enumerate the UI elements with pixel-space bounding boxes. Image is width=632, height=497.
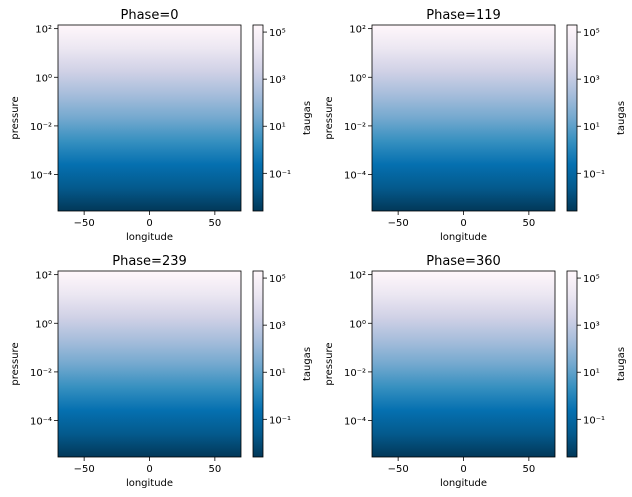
colorbar (253, 25, 263, 211)
colorbar-tick-label: 10⁵ (269, 28, 286, 39)
x-axis-label: longitude (126, 478, 173, 489)
colorbar-frame (566, 270, 578, 458)
colorbar (567, 25, 577, 211)
x-tick-label: 0 (146, 218, 152, 229)
colorbar-tick-label: 10¹ (269, 122, 286, 133)
panel-3: Phase=239 −50 0 50 longitude 10⁻⁴ 10⁻² 10⁰ 10² pr… (10, 254, 313, 489)
x-axis-label: longitude (126, 232, 173, 243)
panel-title: Phase=360 (426, 254, 501, 269)
y-tick-label: 10⁻⁴ (30, 171, 52, 182)
y-axis-label: pressure (324, 342, 335, 385)
y-tick-label: 10² (35, 25, 52, 36)
x-axis-label: longitude (440, 478, 487, 489)
colorbar (567, 271, 577, 457)
x-tick-label: −50 (74, 464, 95, 475)
y-axis-label: pressure (324, 96, 335, 139)
heatmap-field (372, 271, 555, 457)
y-tick-label: 10⁻⁴ (344, 171, 366, 182)
colorbar-tick-label: 10³ (269, 321, 286, 332)
panel-title: Phase=239 (112, 254, 187, 269)
colorbar-tick-label: 10⁻¹ (269, 415, 291, 426)
colorbar-tick-label: 10¹ (583, 122, 600, 133)
colorbar-frame (566, 24, 578, 212)
y-axis-label: pressure (10, 342, 21, 385)
x-tick-label: 0 (146, 464, 152, 475)
panel-title: Phase=0 (121, 8, 179, 23)
x-axis-label: longitude (440, 232, 487, 243)
y-tick-label: 10⁻⁴ (30, 417, 52, 428)
colorbar-label: taugas (616, 101, 627, 135)
y-tick-label: 10⁻² (30, 122, 52, 133)
colorbar (253, 271, 263, 457)
colorbar-tick-label: 10⁻¹ (269, 169, 291, 180)
y-tick-label: 10⁰ (35, 319, 52, 330)
x-tick-label: 50 (522, 464, 535, 475)
colorbar-frame (252, 24, 264, 212)
colorbar-tick-label: 10⁵ (583, 28, 600, 39)
y-axis-label: pressure (10, 96, 21, 139)
colorbar-tick-label: 10⁻¹ (583, 415, 605, 426)
colorbar-tick-label: 10⁵ (269, 274, 286, 285)
x-tick-label: 50 (522, 218, 535, 229)
heatmap-field (58, 25, 241, 211)
colorbar-tick-label: 10¹ (583, 368, 600, 379)
x-tick-label: 0 (460, 218, 466, 229)
heatmap-field (372, 25, 555, 211)
y-tick-label: 10² (349, 25, 366, 36)
colorbar-tick-label: 10⁻¹ (583, 169, 605, 180)
x-tick-label: −50 (388, 464, 409, 475)
heatmap-field (58, 271, 241, 457)
y-tick-label: 10⁻⁴ (344, 417, 366, 428)
colorbar-tick-label: 10¹ (269, 368, 286, 379)
y-tick-label: 10² (349, 271, 366, 282)
colorbar-tick-label: 10³ (583, 321, 600, 332)
y-tick-label: 10² (35, 271, 52, 282)
x-tick-label: 50 (208, 464, 221, 475)
colorbar-label: taugas (302, 101, 313, 135)
x-tick-label: 0 (460, 464, 466, 475)
y-tick-label: 10⁰ (349, 73, 366, 84)
x-tick-label: −50 (388, 218, 409, 229)
colorbar-tick-label: 10³ (583, 75, 600, 86)
panel-2: Phase=119 −50 0 50 longitude 10⁻⁴ 10⁻² 10⁰ 10² pr… (324, 8, 627, 243)
x-tick-label: −50 (74, 218, 95, 229)
panel-1: Phase=0 −50 0 50 longitude 10⁻⁴ 10⁻² 10⁰ 10² pres… (10, 8, 313, 243)
colorbar-frame (252, 270, 264, 458)
y-tick-label: 10⁻² (344, 368, 366, 379)
y-tick-label: 10⁻² (344, 122, 366, 133)
panel-title: Phase=119 (426, 8, 501, 23)
y-tick-label: 10⁰ (349, 319, 366, 330)
colorbar-label: taugas (616, 347, 627, 381)
colorbar-tick-label: 10³ (269, 75, 286, 86)
y-tick-label: 10⁰ (35, 73, 52, 84)
colorbar-label: taugas (302, 347, 313, 381)
panel-4: Phase=360 −50 0 50 longitude 10⁻⁴ 10⁻² 10⁰ 10² pr… (324, 254, 627, 489)
colorbar-tick-label: 10⁵ (583, 274, 600, 285)
x-tick-label: 50 (208, 218, 221, 229)
y-tick-label: 10⁻² (30, 368, 52, 379)
